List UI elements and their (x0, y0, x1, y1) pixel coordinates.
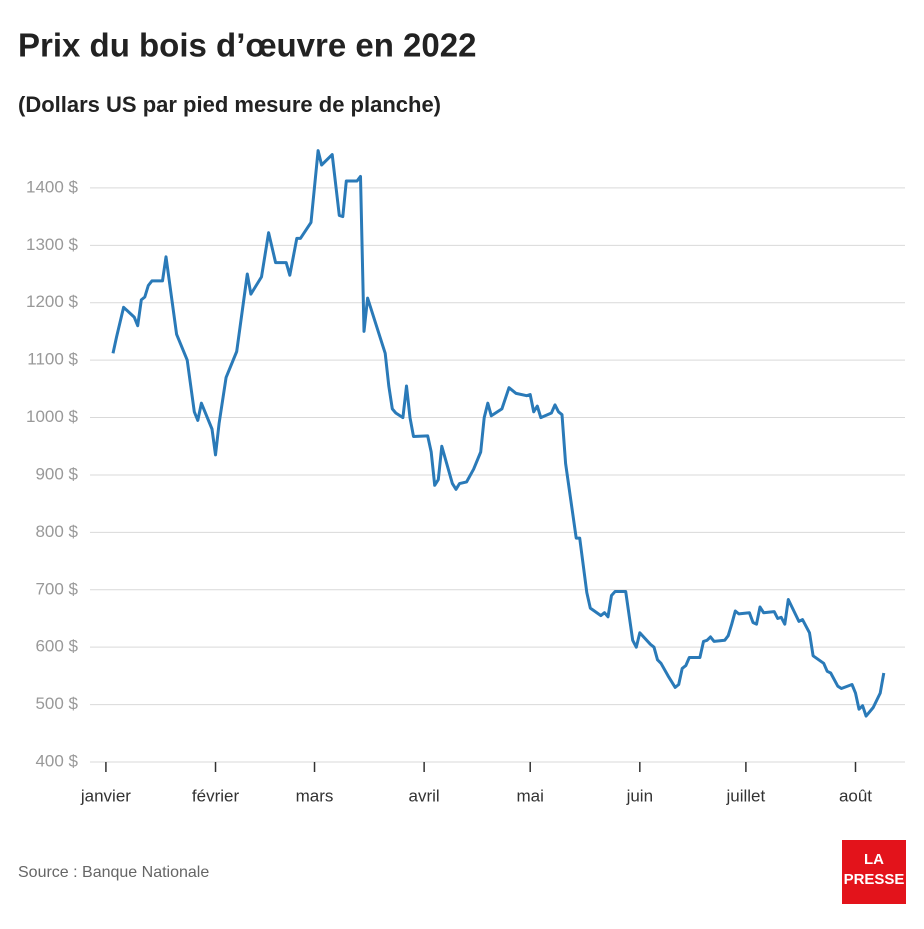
y-tick-label: 1100 $ (27, 350, 78, 369)
y-tick-label: 1300 $ (26, 235, 79, 254)
y-tick-label: 600 $ (35, 637, 78, 656)
y-tick-label: 1200 $ (26, 292, 79, 311)
chart-subtitle: (Dollars US par pied mesure de planche) (18, 92, 441, 117)
y-tick-label: 400 $ (35, 751, 78, 770)
x-tick-label: août (839, 786, 872, 805)
data-line (111, 149, 886, 718)
y-tick-label: 500 $ (35, 694, 78, 713)
source: Source : Banque Nationale (18, 864, 209, 881)
chart-title: Prix du bois d’œuvre en 2022 (18, 27, 476, 64)
y-tick-label: 900 $ (35, 464, 78, 483)
x-tick-label: juillet (726, 786, 766, 805)
y-tick-label: 800 $ (35, 522, 78, 541)
x-tick-label: janvier (80, 786, 131, 805)
y-tick-label: 700 $ (35, 579, 78, 598)
logo-box (842, 840, 906, 904)
x-tick-label: février (192, 786, 240, 805)
logo-text: LA (864, 851, 884, 868)
x-tick-label: juin (626, 786, 653, 805)
x-tick-label: mai (517, 786, 544, 805)
y-tick-label: 1400 $ (26, 177, 79, 196)
x-tick-label: mars (296, 786, 334, 805)
x-tick-label: avril (409, 786, 440, 805)
logo-text: PRESSE (844, 871, 905, 888)
y-tick-label: 1000 $ (26, 407, 79, 426)
